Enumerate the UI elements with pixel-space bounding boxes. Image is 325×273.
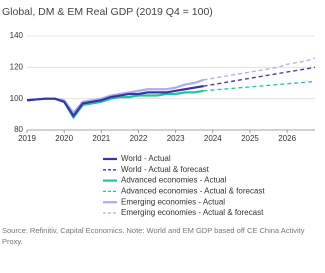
source-note: Source: Refinitiv, Capital Economics. No…: [2, 226, 305, 246]
legend-label: World - Actual: [121, 154, 171, 163]
chart: Global, DM & EM Real GDP (2019 Q4 = 100)…: [2, 6, 316, 217]
legend-label: Emerging economies - Actual: [121, 197, 225, 206]
x-tick-label: 2026: [278, 134, 296, 143]
series-line: [203, 57, 316, 81]
legend-label: World - Actual & forecast: [121, 165, 210, 174]
legend-label: Emerging economies - Actual & forecast: [121, 208, 264, 217]
x-tick-label: 2019: [18, 134, 36, 143]
x-tick-label: 2025: [241, 134, 259, 143]
legend-label: Advanced economies - Actual: [121, 176, 227, 185]
series-line: [26, 85, 204, 118]
x-tick-label: 2021: [92, 134, 110, 143]
y-tick-label: 80: [14, 125, 23, 134]
x-tick-label: 2023: [167, 134, 185, 143]
x-tick-label: 2020: [55, 134, 73, 143]
series-line: [203, 80, 316, 92]
x-tick-label: 2024: [204, 134, 222, 143]
y-tick-label: 120: [10, 62, 24, 71]
y-tick-label: 140: [10, 31, 24, 40]
x-tick-label: 2022: [130, 134, 148, 143]
chart-title: Global, DM & EM Real GDP (2019 Q4 = 100): [2, 6, 213, 18]
series-line: [203, 66, 316, 87]
legend-label: Advanced economies - Actual & forecast: [121, 187, 265, 196]
y-tick-label: 100: [10, 94, 24, 103]
